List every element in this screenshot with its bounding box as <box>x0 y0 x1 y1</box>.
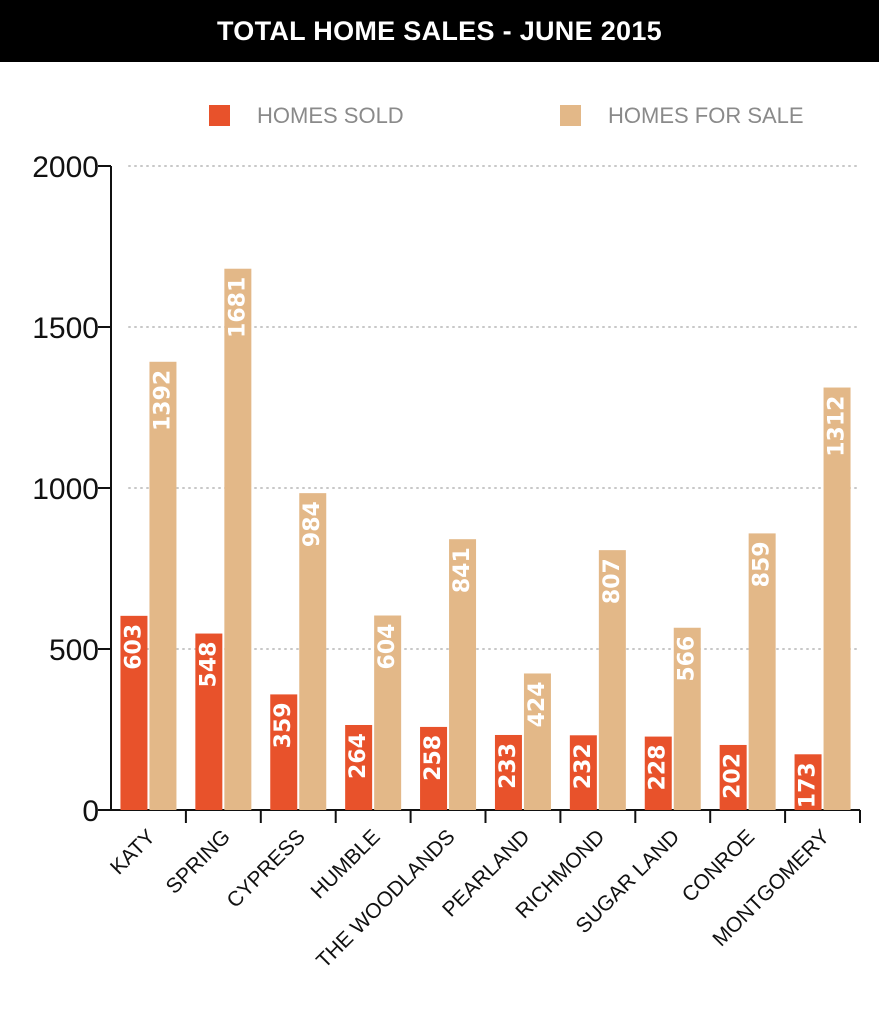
bar <box>719 744 747 810</box>
x-tick-label: KATY <box>106 825 160 879</box>
legend-label: HOMES SOLD <box>257 103 404 128</box>
bar-value-label: 264 <box>346 733 371 779</box>
x-tick-label: CONROE <box>678 825 759 906</box>
bar-value-label: 548 <box>196 642 221 688</box>
bar-value-label: 258 <box>421 735 446 781</box>
bar <box>120 615 148 810</box>
bar-value-label: 807 <box>600 558 625 604</box>
bar <box>673 627 701 810</box>
y-tick-label: 0 <box>82 795 99 828</box>
bar <box>270 694 298 810</box>
x-tick-label: CYPRESS <box>223 825 310 912</box>
bar-value-label: 984 <box>300 501 325 547</box>
title-bar: TOTAL HOME SALES - JUNE 2015 <box>0 0 879 62</box>
bar <box>794 754 822 810</box>
bar <box>644 736 672 810</box>
x-tick-label: HUMBLE <box>307 825 385 903</box>
legend-swatch <box>209 105 230 126</box>
bar-value-label: 1312 <box>825 396 850 457</box>
bar-value-label: 603 <box>121 624 146 670</box>
y-tick-label: 2000 <box>32 151 99 184</box>
bar <box>494 734 522 810</box>
bar <box>449 539 477 810</box>
bar-value-label: 233 <box>496 743 521 789</box>
bar <box>523 673 551 810</box>
bar-value-label: 424 <box>525 681 550 727</box>
bar <box>195 633 223 810</box>
bar-value-label: 604 <box>375 624 400 670</box>
chart-title: TOTAL HOME SALES - JUNE 2015 <box>216 15 662 46</box>
bar-value-label: 566 <box>675 636 700 682</box>
bar-value-label: 228 <box>646 745 671 791</box>
bar <box>374 615 402 810</box>
bar-value-label: 841 <box>450 547 475 593</box>
bar <box>748 533 776 810</box>
legend-label: HOMES FOR SALE <box>608 103 804 128</box>
x-tick-label: SPRING <box>162 825 235 898</box>
bar <box>569 735 597 810</box>
bar-value-label: 859 <box>750 541 775 587</box>
bar-value-label: 1392 <box>150 370 175 431</box>
y-tick-label: 1500 <box>32 312 99 345</box>
y-tick-label: 500 <box>49 634 99 667</box>
bar-chart: 0 500 1000 1500 2000 HOMES SOLD HOMES FOR SALE… <box>32 103 861 973</box>
y-tick-label: 1000 <box>32 473 99 506</box>
bar <box>149 361 177 810</box>
bar <box>345 724 373 810</box>
bar <box>224 268 252 810</box>
bar <box>823 387 851 810</box>
bar-value-label: 173 <box>796 762 821 808</box>
bar <box>299 493 327 810</box>
bar-value-label: 1681 <box>225 277 250 338</box>
bar-value-label: 232 <box>571 743 596 789</box>
legend-swatch <box>560 105 581 126</box>
bar-value-label: 202 <box>721 753 746 799</box>
bar-value-label: 359 <box>271 702 296 748</box>
x-tick-label: THE WOODLANDS <box>312 825 459 972</box>
bar <box>420 726 448 810</box>
bar <box>598 550 626 810</box>
